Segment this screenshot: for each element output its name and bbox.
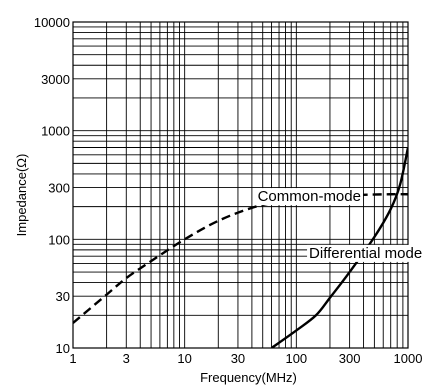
svg-text:Differential mode: Differential mode: [309, 245, 422, 262]
annotation-label: Differential mode: [307, 244, 425, 262]
annotation-layer: Common-mode Differential mode: [255, 188, 425, 262]
x-axis-title: Frequency(MHz): [200, 370, 297, 385]
svg-text:Common-mode: Common-mode: [258, 188, 361, 205]
y-axis-title: Impedance(Ω): [14, 154, 29, 237]
x-tick-label: 10: [177, 351, 191, 366]
y-tick-labels: 10 30 100 300 1000 3000 10000: [34, 15, 70, 356]
grid: [73, 22, 408, 348]
annotation-label: Common-mode: [255, 188, 363, 206]
y-tick-label: 100: [48, 232, 70, 247]
y-tick-label: 30: [56, 289, 70, 304]
x-tick-label: 300: [339, 351, 361, 366]
series-layer: [73, 147, 408, 348]
x-tick-labels: 1 3 10 30 100 300 1000: [69, 351, 422, 366]
x-tick-label: 3: [123, 351, 130, 366]
y-tick-label: 10000: [34, 15, 70, 30]
differential-mode-line: [270, 147, 408, 348]
x-tick-label: 1: [69, 351, 76, 366]
x-tick-label: 30: [231, 351, 245, 366]
y-tick-label: 300: [48, 180, 70, 195]
y-tick-label: 3000: [41, 72, 70, 87]
y-tick-label: 1000: [41, 124, 70, 139]
plot-frame: [72, 21, 409, 349]
x-tick-label: 100: [285, 351, 307, 366]
common-mode-line: [73, 193, 408, 324]
y-tick-label: 10: [56, 341, 70, 356]
x-tick-label: 1000: [394, 351, 423, 366]
